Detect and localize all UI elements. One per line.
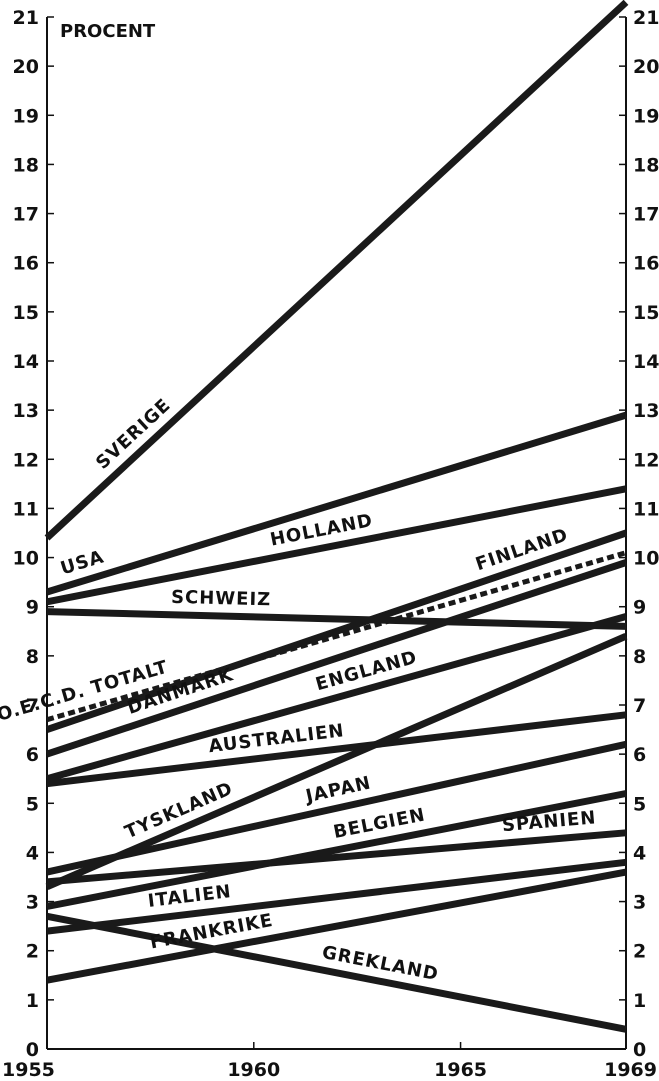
y-tick-label-left: 2 (26, 941, 39, 963)
series-line-frankrike (46, 868, 627, 984)
y-tick-label-right: 9 (633, 597, 646, 619)
y-tick-label-left: 13 (13, 400, 39, 422)
series-line-holland (46, 485, 627, 606)
y-tick-label-left: 17 (13, 204, 39, 226)
y-tick-label-left: 0 (26, 1039, 39, 1061)
series-line-belgien (46, 790, 627, 910)
y-tick-label-left: 18 (13, 154, 39, 176)
series-line-grekland (46, 912, 627, 1033)
y-tick-label-right: 18 (633, 154, 659, 176)
y-tick-label-left: 6 (26, 744, 39, 766)
y-tick-label-right: 10 (633, 548, 659, 570)
series-line-danmark (45, 559, 628, 758)
y-tick-label-right: 6 (633, 744, 646, 766)
y-tick-label-right: 14 (633, 351, 659, 373)
y-tick-label-left: 11 (13, 498, 39, 520)
y-tick-label-left: 1 (26, 990, 39, 1012)
y-tick-label-left: 16 (13, 253, 39, 275)
y-tick-label-right: 20 (633, 56, 659, 78)
series-line-spanien (46, 829, 627, 886)
y-tick-label-left: 9 (26, 597, 39, 619)
x-tick-label: 1969 (604, 1059, 657, 1081)
series-line-england (46, 613, 627, 783)
x-tick-label: 1960 (227, 1059, 280, 1081)
y-tick-label-left: 4 (26, 842, 39, 864)
y-tick-label-left: 3 (26, 892, 39, 914)
series-line-sverige (44, 0, 629, 541)
y-axis-unit-label: PROCENT (60, 21, 156, 42)
y-tick-label-right: 5 (633, 793, 646, 815)
series-line-finland (45, 529, 628, 733)
y-tick-label-right: 17 (633, 204, 659, 226)
y-tick-label-right: 19 (633, 105, 659, 127)
y-tick-label-left: 5 (26, 793, 39, 815)
y-tick-label-left: 10 (13, 548, 39, 570)
y-tick-label-left: 12 (13, 449, 39, 471)
series-line-japan (46, 740, 627, 876)
y-tick-label-left: 7 (26, 695, 39, 717)
series-line-australien (46, 711, 627, 788)
y-tick-label-left: 14 (13, 351, 39, 373)
y-tick-label-right: 16 (633, 253, 659, 275)
series-label-schweiz: SCHWEIZ (171, 587, 272, 611)
x-tick-label: 1965 (434, 1059, 487, 1081)
y-tick-label-right: 8 (633, 646, 646, 668)
series-line-italien (46, 858, 627, 935)
x-tick-label: 1955 (2, 1059, 55, 1081)
series-lines (44, 0, 629, 1033)
y-tick-label-right: 1 (633, 990, 646, 1012)
y-tick-label-right: 3 (633, 892, 646, 914)
y-tick-label-right: 4 (633, 842, 646, 864)
series-line-o-e-c-d-totalt (46, 550, 627, 723)
y-tick-label-right: 15 (633, 302, 659, 324)
y-tick-label-left: 20 (13, 56, 39, 78)
series-line-tyskland (45, 632, 628, 891)
series-line-schweiz (46, 608, 627, 630)
y-tick-label-right: 0 (633, 1039, 646, 1061)
y-tick-label-left: 21 (13, 7, 39, 29)
y-tick-label-right: 13 (633, 400, 659, 422)
series-line-usa (45, 411, 628, 596)
y-tick-label-right: 11 (633, 498, 659, 520)
y-tick-label-left: 19 (13, 105, 39, 127)
y-tick-label-right: 7 (633, 695, 646, 717)
y-tick-label-right: 12 (633, 449, 659, 471)
y-tick-label-left: 15 (13, 302, 39, 324)
y-tick-label-right: 2 (633, 941, 646, 963)
y-tick-label-left: 8 (26, 646, 39, 668)
y-tick-label-right: 21 (633, 7, 659, 29)
